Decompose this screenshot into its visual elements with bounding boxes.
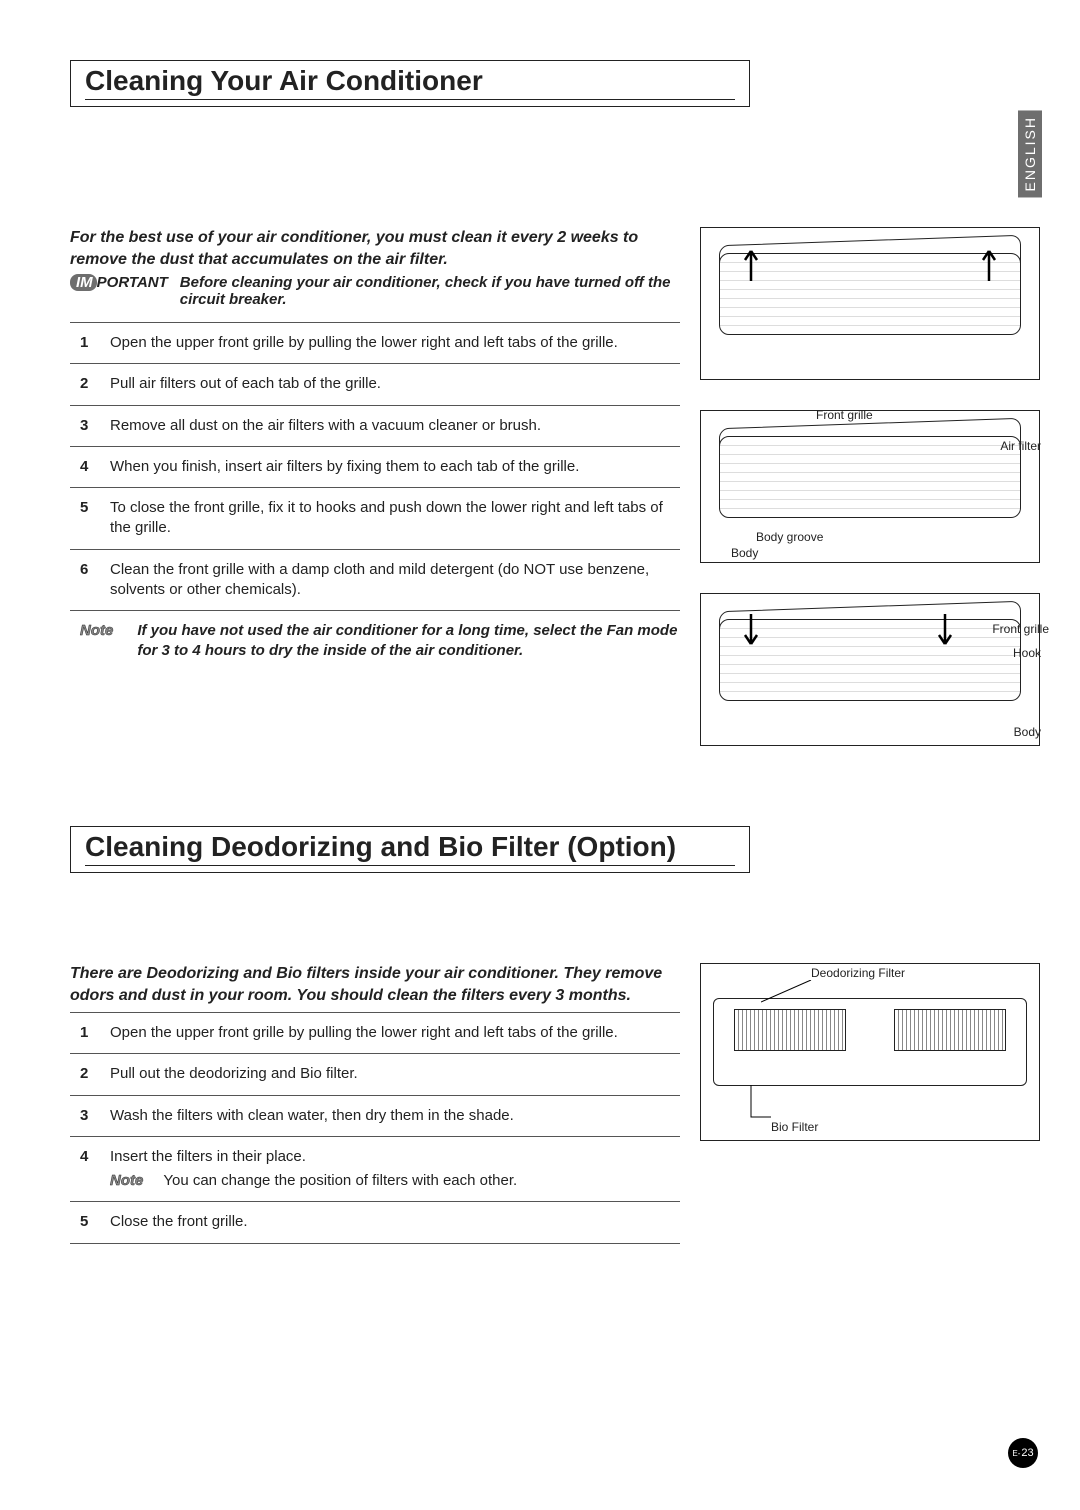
step: To close the front grille, fix it to hoo… xyxy=(70,487,680,549)
section1-two-col: For the best use of your air conditioner… xyxy=(70,147,1040,776)
page-number-badge: E-23 xyxy=(1008,1438,1038,1468)
callout-body-groove: Body groove xyxy=(756,530,823,544)
step: When you finish, insert air filters by f… xyxy=(70,446,680,487)
arrow-icon xyxy=(741,609,761,649)
figure-filter-labels: Front grille Air filter Body groove Body xyxy=(700,410,1040,563)
important-chip: IM xyxy=(70,274,97,291)
step4-note-text: You can change the position of filters w… xyxy=(163,1171,517,1191)
step: Open the upper front grille by pulling t… xyxy=(70,322,680,363)
arrow-icon xyxy=(741,246,761,286)
ac-outline xyxy=(713,998,1027,1086)
arrow-icon xyxy=(979,246,999,286)
step-text: Remove all dust on the air filters with … xyxy=(110,416,680,436)
step: Open the upper front grille by pulling t… xyxy=(70,1012,680,1053)
section2-title-box: Cleaning Deodorizing and Bio Filter (Opt… xyxy=(70,826,750,873)
important-label: IMPORTANT xyxy=(70,274,168,291)
ac-body-shape xyxy=(719,253,1021,335)
page-number-prefix: E- xyxy=(1012,1449,1020,1458)
section1-left-col: For the best use of your air conditioner… xyxy=(70,227,700,776)
step: Pull out the deodorizing and Bio filter. xyxy=(70,1053,680,1094)
step: Wash the filters with clean water, then … xyxy=(70,1095,680,1136)
ac-body-shape xyxy=(719,619,1021,701)
callout-hook: Hook xyxy=(1013,646,1041,660)
deodorizing-filter-shape xyxy=(734,1009,846,1051)
note-label: Note xyxy=(110,1171,143,1191)
callout-body: Body xyxy=(731,546,758,560)
step: Insert the filters in their place. Note … xyxy=(70,1136,680,1202)
section1-intro: For the best use of your air conditioner… xyxy=(70,227,680,270)
callout-line-icon xyxy=(741,1085,781,1120)
callout-body: Body xyxy=(1014,725,1041,739)
step-text: When you finish, insert air filters by f… xyxy=(110,457,680,477)
section2-left-col: There are Deodorizing and Bio filters in… xyxy=(70,963,700,1244)
callout-bio: Bio Filter xyxy=(771,1120,818,1134)
step: Pull air filters out of each tab of the … xyxy=(70,363,680,404)
figure-deodorizing: Deodorizing Filter Bio Filter xyxy=(700,963,1040,1141)
manual-page: ENGLISH Cleaning Your Air Conditioner Fo… xyxy=(0,0,1080,1510)
section2-two-col: There are Deodorizing and Bio filters in… xyxy=(70,913,1040,1244)
figure-hook-labels: Front grille Hook Body xyxy=(700,593,1040,746)
callout-air-filter: Air filter xyxy=(1000,439,1041,453)
step-text: Pull air filters out of each tab of the … xyxy=(110,374,680,394)
step: Remove all dust on the air filters with … xyxy=(70,405,680,446)
arrow-icon xyxy=(935,609,955,649)
step-text: Open the upper front grille by pulling t… xyxy=(110,333,680,353)
step-text: Insert the filters in their place. Note … xyxy=(110,1147,680,1192)
bio-filter-shape-r xyxy=(894,1009,1006,1051)
important-row: IMPORTANT Before cleaning your air condi… xyxy=(70,274,680,308)
callout-front-grille: Front grille xyxy=(816,408,873,422)
section1-steps: Open the upper front grille by pulling t… xyxy=(70,322,680,611)
section2-steps: Open the upper front grille by pulling t… xyxy=(70,1012,680,1244)
callout-deodorizing: Deodorizing Filter xyxy=(811,966,905,980)
note-text: If you have not used the air conditioner… xyxy=(137,621,680,662)
step: Clean the front grille with a damp cloth… xyxy=(70,549,680,612)
step4-note: Note You can change the position of filt… xyxy=(110,1171,680,1191)
page-number: 23 xyxy=(1021,1447,1033,1459)
step-text: Wash the filters with clean water, then … xyxy=(110,1106,680,1126)
step-text: Close the front grille. xyxy=(110,1212,680,1232)
step-text: Clean the front grille with a damp cloth… xyxy=(110,560,680,601)
callout-line-icon xyxy=(761,980,821,1005)
section2-title: Cleaning Deodorizing and Bio Filter (Opt… xyxy=(85,831,735,866)
important-label-rest: PORTANT xyxy=(97,274,168,291)
ac-body-shape xyxy=(719,436,1021,518)
section2: Cleaning Deodorizing and Bio Filter (Opt… xyxy=(70,826,1040,1244)
step-text: Open the upper front grille by pulling t… xyxy=(110,1023,680,1043)
section1-right-col: Front grille Air filter Body groove Body… xyxy=(700,227,1040,776)
step4-text: Insert the filters in their place. xyxy=(110,1148,306,1165)
section1-title-box: Cleaning Your Air Conditioner xyxy=(70,60,750,107)
section2-intro: There are Deodorizing and Bio filters in… xyxy=(70,963,680,1006)
language-tab: ENGLISH xyxy=(1018,110,1042,197)
section1-note-row: Note If you have not used the air condit… xyxy=(70,611,680,662)
callout-front-grille: Front grille xyxy=(992,622,1049,636)
section2-right-col: Deodorizing Filter Bio Filter xyxy=(700,963,1040,1244)
section1-title: Cleaning Your Air Conditioner xyxy=(85,65,735,100)
step: Close the front grille. xyxy=(70,1201,680,1243)
step-text: Pull out the deodorizing and Bio filter. xyxy=(110,1064,680,1084)
important-text: Before cleaning your air conditioner, ch… xyxy=(180,274,680,308)
note-label: Note xyxy=(80,621,113,662)
figure-open-grille xyxy=(700,227,1040,380)
step-text: To close the front grille, fix it to hoo… xyxy=(110,498,680,539)
